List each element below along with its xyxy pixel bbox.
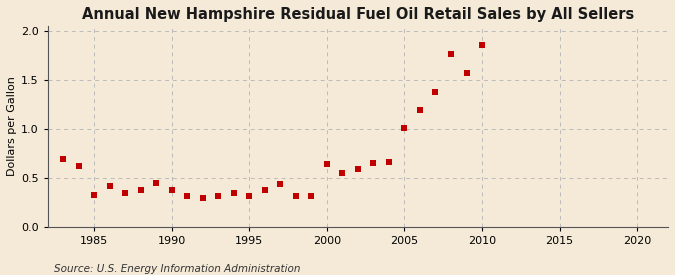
Point bbox=[383, 160, 394, 164]
Point bbox=[430, 89, 441, 94]
Point bbox=[477, 42, 487, 47]
Point bbox=[167, 188, 178, 192]
Point bbox=[244, 193, 255, 198]
Title: Annual New Hampshire Residual Fuel Oil Retail Sales by All Sellers: Annual New Hampshire Residual Fuel Oil R… bbox=[82, 7, 634, 22]
Y-axis label: Dollars per Gallon: Dollars per Gallon bbox=[7, 76, 17, 176]
Point bbox=[198, 196, 209, 200]
Point bbox=[74, 164, 84, 168]
Point bbox=[136, 188, 146, 192]
Point bbox=[213, 193, 224, 198]
Point bbox=[446, 52, 456, 57]
Point bbox=[321, 162, 332, 166]
Point bbox=[414, 108, 425, 112]
Point bbox=[337, 171, 348, 175]
Point bbox=[105, 184, 115, 188]
Point bbox=[260, 188, 271, 192]
Point bbox=[275, 182, 286, 186]
Point bbox=[290, 193, 301, 198]
Point bbox=[399, 126, 410, 130]
Point bbox=[58, 157, 69, 161]
Text: Source: U.S. Energy Information Administration: Source: U.S. Energy Information Administ… bbox=[54, 264, 300, 274]
Point bbox=[182, 193, 193, 198]
Point bbox=[120, 191, 131, 195]
Point bbox=[461, 71, 472, 75]
Point bbox=[368, 161, 379, 166]
Point bbox=[89, 192, 100, 197]
Point bbox=[352, 167, 363, 171]
Point bbox=[306, 193, 317, 198]
Point bbox=[229, 191, 240, 195]
Point bbox=[151, 181, 162, 185]
